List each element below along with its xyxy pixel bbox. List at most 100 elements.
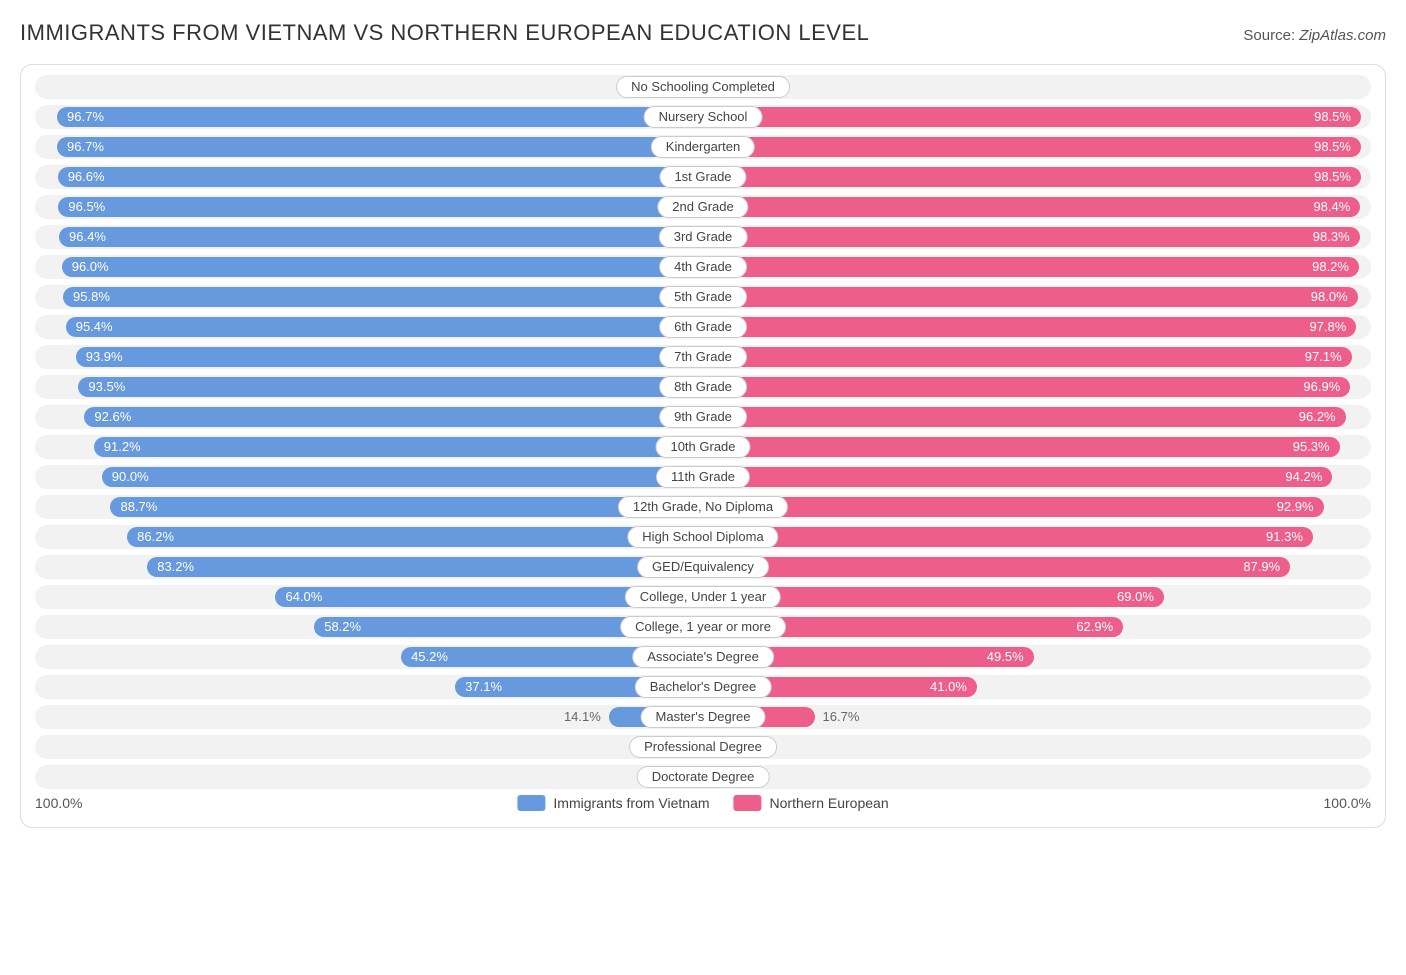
- bar-right: [703, 557, 1290, 577]
- row-track: 96.5%98.4%2nd Grade: [35, 195, 1371, 219]
- chart-row: 95.8%98.0%5th Grade: [35, 285, 1371, 309]
- bar-value-left: 95.4%: [66, 315, 113, 339]
- bar-value-right: 87.9%: [1243, 555, 1290, 579]
- bar-value-left: 45.2%: [401, 645, 448, 669]
- category-pill: 11th Grade: [656, 466, 750, 488]
- category-pill: Doctorate Degree: [637, 766, 770, 788]
- category-pill: 4th Grade: [659, 256, 747, 278]
- chart-row: 96.6% 98.5% 1st Grade: [35, 165, 1371, 189]
- bar-left: [57, 107, 703, 127]
- chart-row: 3.3%1.6%No Schooling Completed: [35, 75, 1371, 99]
- chart-row: 37.1%41.0%Bachelor's Degree: [35, 675, 1371, 699]
- chart-row: 95.4%97.8%6th Grade: [35, 315, 1371, 339]
- category-pill: 3rd Grade: [659, 226, 748, 248]
- bar-right: [703, 347, 1352, 367]
- chart-row: 88.7%92.9%12th Grade, No Diploma: [35, 495, 1371, 519]
- row-track: 93.5%96.9%8th Grade: [35, 375, 1371, 399]
- bar-right: [703, 467, 1332, 487]
- bar-left: [147, 557, 703, 577]
- bar-value-right: 98.5%: [1314, 165, 1361, 189]
- chart-row: 96.7%98.5%Kindergarten: [35, 135, 1371, 159]
- legend-label-right: Northern European: [770, 795, 889, 811]
- row-track: 90.0%94.2%11th Grade: [35, 465, 1371, 489]
- header: IMMIGRANTS FROM VIETNAM VS NORTHERN EURO…: [20, 20, 1386, 46]
- bar-value-right: 98.5%: [1314, 105, 1361, 129]
- bar-value-right: 69.0%: [1117, 585, 1164, 609]
- row-track: 95.8%98.0%5th Grade: [35, 285, 1371, 309]
- chart-row: 90.0%94.2%11th Grade: [35, 465, 1371, 489]
- bar-value-left: 96.4%: [59, 225, 106, 249]
- bar-left: [78, 377, 703, 397]
- bar-left: [94, 437, 703, 457]
- bar-value-right: 96.2%: [1299, 405, 1346, 429]
- row-track: 1.8%2.2%Doctorate Degree: [35, 765, 1371, 789]
- category-pill: 6th Grade: [659, 316, 747, 338]
- chart-row: 92.6%96.2%9th Grade: [35, 405, 1371, 429]
- row-track: 96.0%98.2%4th Grade: [35, 255, 1371, 279]
- bar-value-right: 98.2%: [1312, 255, 1359, 279]
- row-track: 64.0%69.0%College, Under 1 year: [35, 585, 1371, 609]
- chart-row: 93.5%96.9%8th Grade: [35, 375, 1371, 399]
- bar-right: [703, 257, 1359, 277]
- chart-row: 96.5%98.4%2nd Grade: [35, 195, 1371, 219]
- bar-value-left: 90.0%: [102, 465, 149, 489]
- bar-left: [76, 347, 703, 367]
- row-track: 86.2%91.3%High School Diploma: [35, 525, 1371, 549]
- bar-value-right: 98.0%: [1311, 285, 1358, 309]
- source-value: ZipAtlas.com: [1299, 27, 1386, 44]
- category-pill: 2nd Grade: [657, 196, 748, 218]
- category-pill: 7th Grade: [659, 346, 747, 368]
- bar-left: [63, 287, 703, 307]
- category-pill: Nursery School: [644, 106, 763, 128]
- category-pill: 1st Grade: [659, 166, 746, 188]
- source-attribution: Source: ZipAtlas.com: [1243, 27, 1386, 44]
- bar-value-left: 92.6%: [84, 405, 131, 429]
- diverging-bar-chart: 3.3%1.6%No Schooling Completed 96.7%98.5%…: [20, 64, 1386, 828]
- category-pill: GED/Equivalency: [637, 556, 769, 578]
- bar-right: [703, 527, 1313, 547]
- bar-value-left: 37.1%: [455, 675, 502, 699]
- bar-value-left: 86.2%: [127, 525, 174, 549]
- row-track: 96.4%98.3%3rd Grade: [35, 225, 1371, 249]
- bar-right: [703, 227, 1360, 247]
- legend-item-right: Northern European: [734, 795, 889, 811]
- category-pill: Associate's Degree: [632, 646, 774, 668]
- bar-left: [62, 257, 703, 277]
- bar-left: [59, 227, 703, 247]
- category-pill: College, 1 year or more: [620, 616, 786, 638]
- bar-value-left: 93.5%: [78, 375, 125, 399]
- category-pill: 12th Grade, No Diploma: [618, 496, 788, 518]
- bar-value-left: 96.6%: [58, 165, 105, 189]
- bar-right: [703, 437, 1340, 457]
- chart-title: IMMIGRANTS FROM VIETNAM VS NORTHERN EURO…: [20, 20, 869, 46]
- chart-row: 45.2%49.5%Associate's Degree: [35, 645, 1371, 669]
- legend: Immigrants from Vietnam Northern Europea…: [517, 795, 888, 811]
- bar-value-right: 97.1%: [1305, 345, 1352, 369]
- bar-value-left: 64.0%: [275, 585, 322, 609]
- bar-right: [703, 407, 1346, 427]
- bar-left: [102, 467, 703, 487]
- row-track: 45.2%49.5%Associate's Degree: [35, 645, 1371, 669]
- bar-value-right: 95.3%: [1293, 435, 1340, 459]
- chart-row: 96.7%98.5%Nursery School: [35, 105, 1371, 129]
- bar-value-right: 62.9%: [1076, 615, 1123, 639]
- bar-right: [703, 137, 1361, 157]
- bar-right: [703, 167, 1361, 187]
- chart-row: 64.0%69.0%College, Under 1 year: [35, 585, 1371, 609]
- bar-left: [66, 317, 703, 337]
- bar-value-left: 93.9%: [76, 345, 123, 369]
- row-track: 96.6% 98.5% 1st Grade: [35, 165, 1371, 189]
- bar-value-left: 14.1%: [564, 705, 609, 729]
- row-track: 93.9% 97.1% 7th Grade: [35, 345, 1371, 369]
- chart-row: 96.4%98.3%3rd Grade: [35, 225, 1371, 249]
- row-track: 37.1%41.0%Bachelor's Degree: [35, 675, 1371, 699]
- chart-row: 91.2%95.3%10th Grade: [35, 435, 1371, 459]
- chart-footer: 100.0% Immigrants from Vietnam Northern …: [35, 795, 1371, 819]
- row-track: 83.2%87.9%GED/Equivalency: [35, 555, 1371, 579]
- bar-right: [703, 287, 1358, 307]
- bar-value-right: 92.9%: [1277, 495, 1324, 519]
- row-track: 88.7%92.9%12th Grade, No Diploma: [35, 495, 1371, 519]
- bar-left: [110, 497, 703, 517]
- bar-value-right: 16.7%: [815, 705, 860, 729]
- bar-left: [84, 407, 703, 427]
